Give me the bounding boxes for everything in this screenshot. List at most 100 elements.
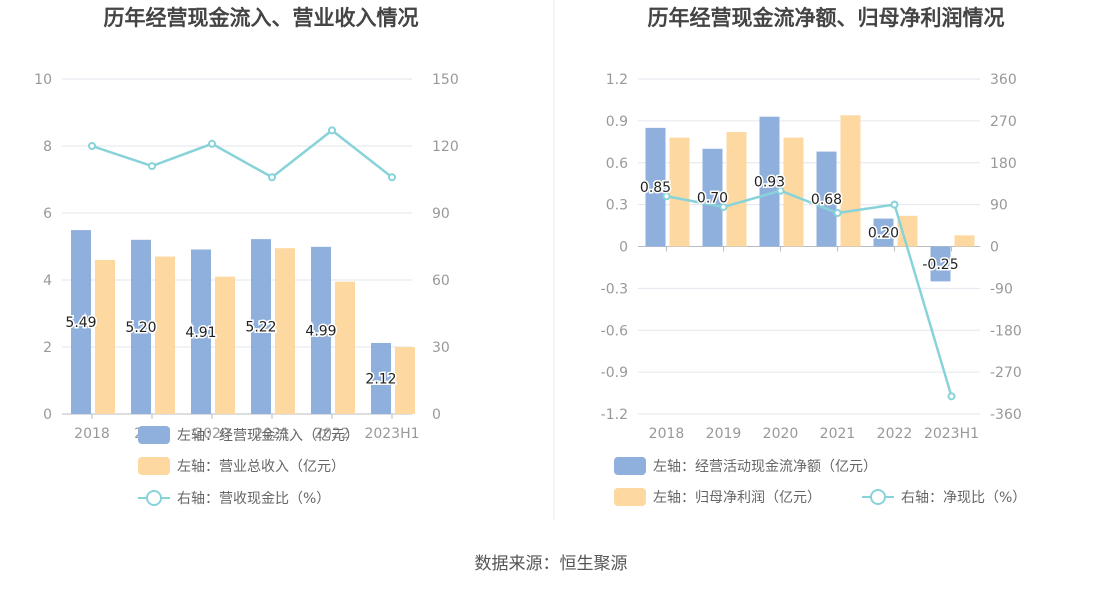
chart1-bar-a — [71, 230, 91, 414]
chart2-bar-a — [702, 148, 723, 247]
chart2-right-tick: 0 — [990, 240, 999, 256]
chart1-legend-label: 左轴：营业总收入（亿元） — [177, 459, 345, 475]
chart2-right-tick: 360 — [990, 72, 1017, 88]
chart2-legend-swatch — [614, 457, 646, 475]
chart2-bar-b — [726, 132, 747, 247]
chart1-right-tick: 120 — [432, 139, 459, 155]
chart2-left-tick: 0.3 — [606, 198, 628, 214]
chart2-left-tick: 0.9 — [606, 114, 628, 130]
chart2-data-label: 0.70 — [697, 191, 728, 207]
chart2-legend-label: 左轴：经营活动现金流净额（亿元） — [653, 459, 877, 475]
chart1-legend-swatch — [138, 426, 170, 444]
chart1-legend-label: 左轴：经营现金流入（亿元） — [177, 428, 359, 444]
chart2-bar-b — [783, 137, 804, 247]
chart2-data-label: 0.93 — [754, 175, 785, 191]
chart1-ratio-line — [91, 128, 393, 179]
chart2-bar-b — [954, 235, 975, 247]
chart2-ratio-point — [890, 200, 899, 209]
chart2-right-tick: 180 — [990, 156, 1017, 172]
chart2-right-tick: 90 — [990, 198, 1008, 214]
chart2-legend-swatch — [614, 488, 646, 506]
chart2-left-tick: 0.6 — [606, 156, 628, 172]
chart2-bar-b — [897, 215, 918, 247]
chart1-bar-a — [311, 246, 331, 414]
chart1-category-label: 2018 — [74, 426, 110, 442]
chart1-left-tick: 10 — [34, 72, 52, 88]
chart2-ratio-point — [833, 209, 842, 217]
chart1-category-label: 2022 — [314, 426, 350, 442]
chart1-left-tick: 4 — [43, 273, 52, 289]
chart1-ratio-point — [148, 162, 156, 171]
source-note: 数据来源：恒生聚源 — [475, 554, 628, 574]
chart2-left-tick: -0.9 — [601, 365, 628, 381]
chart2-data-label: 0.68 — [811, 192, 842, 208]
chart2-data-label: 0.20 — [868, 226, 899, 242]
chart1-bar-b — [335, 281, 355, 414]
chart1-bar-b — [95, 259, 115, 414]
chart1-bar-b — [395, 347, 415, 414]
chart1-data-label: 5.20 — [125, 320, 156, 336]
chart1-left-tick: 0 — [43, 407, 52, 423]
chart1-bar-a — [251, 239, 271, 414]
chart2-category-label: 2023H1 — [924, 426, 979, 442]
chart2-ratio-point — [947, 392, 956, 401]
chart2-right-tick: -180 — [990, 323, 1022, 339]
chart2-data-label: 0.85 — [640, 180, 671, 196]
chart1-left-tick: 2 — [43, 340, 52, 356]
chart1-data-label: 4.99 — [305, 323, 336, 339]
chart1-bar-a — [191, 249, 211, 414]
chart1-left-tick: 6 — [43, 206, 52, 222]
chart2-right-tick: 270 — [990, 114, 1017, 130]
chart2-category-label: 2018 — [649, 426, 685, 442]
chart2-right-tick: -90 — [990, 281, 1013, 297]
chart2-left-tick: -0.3 — [601, 281, 628, 297]
chart2-ratio-line — [666, 189, 953, 397]
chart2-title: 历年经营现金流净额、归母净利润情况 — [648, 6, 1005, 30]
chart1-legend-label: 右轴：营收现金比（%） — [177, 491, 330, 507]
chart1-right-tick: 0 — [432, 407, 441, 423]
chart2-ratio-point — [776, 186, 785, 195]
chart2-legend-label: 左轴：归母净利润（亿元） — [653, 489, 821, 506]
chart2-category-label: 2020 — [763, 426, 799, 442]
chart1-bar-a — [131, 239, 151, 414]
chart1-category-label: 2023H1 — [364, 426, 419, 442]
chart2-bar-a — [930, 246, 951, 282]
chart2-left-tick: -0.6 — [601, 323, 628, 339]
chart2-right-tick: -270 — [990, 365, 1022, 381]
chart1-data-label: 5.49 — [65, 315, 96, 331]
chart1-title: 历年经营现金流入、营业收入情况 — [104, 6, 419, 30]
chart2-right-tick: -360 — [990, 407, 1022, 423]
chart2-bar-b — [669, 137, 690, 247]
chart1-bar-b — [215, 276, 235, 414]
chart1-ratio-point — [268, 173, 276, 182]
chart2-left-tick: 0 — [619, 240, 628, 256]
chart1-ratio-point — [208, 139, 216, 148]
chart1-right-tick: 60 — [432, 273, 450, 289]
chart1-category-label: 2021 — [254, 426, 290, 442]
chart2-category-label: 2021 — [820, 426, 856, 442]
chart1-data-label: 2.12 — [365, 371, 396, 387]
chart1-ratio-point — [328, 126, 336, 135]
chart1-bar-b — [155, 256, 175, 414]
chart1-legend-marker — [146, 490, 162, 506]
chart2-bar-a — [759, 116, 780, 247]
chart2-legend-label: 右轴：净现比（%） — [901, 490, 1026, 506]
chart1-data-label: 5.22 — [245, 320, 276, 336]
chart1-legend-swatch — [138, 457, 170, 475]
chart1-right-tick: 30 — [432, 340, 450, 356]
chart2-bar-a — [645, 127, 666, 247]
chart2-ratio-point — [662, 192, 671, 201]
chart2-category-label: 2022 — [877, 426, 913, 442]
chart2-ratio-point — [719, 202, 728, 211]
chart2-data-label: -0.25 — [922, 257, 958, 273]
chart1-bar-b — [275, 248, 295, 414]
chart1-ratio-point — [88, 142, 96, 150]
chart2-bar-a — [873, 218, 894, 247]
chart1-ratio-point — [388, 173, 396, 182]
chart1-right-tick: 90 — [432, 206, 450, 222]
chart2-bar-a — [816, 151, 837, 247]
chart1-left-tick: 8 — [43, 139, 52, 155]
chart1-category-label: 2020 — [194, 426, 230, 442]
